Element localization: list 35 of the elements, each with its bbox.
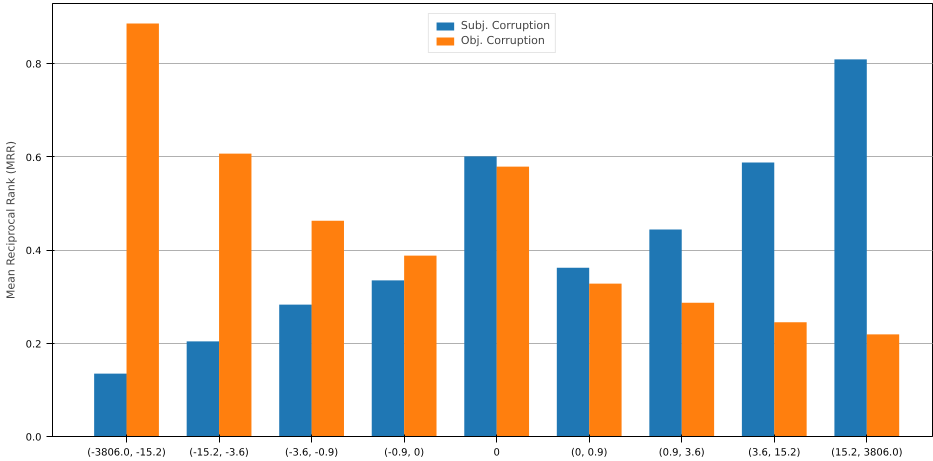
bar (464, 156, 497, 436)
bar (682, 302, 714, 436)
x-tick-label: 0 (493, 448, 500, 458)
y-tick-label: 0.6 (26, 152, 42, 164)
x-tick-label: (0, 0.9) (570, 448, 608, 458)
y-tick-label: 0.8 (26, 60, 42, 71)
bar (834, 59, 867, 436)
x-tick-label: (3.6, 15.2) (748, 448, 801, 458)
y-axis-title: Mean Reciprocal Rank (MRR) (4, 140, 18, 300)
bar (589, 284, 622, 436)
x-tick-label: (-15.2, -3.6) (189, 448, 249, 458)
legend-label: Subj. Corruption (460, 19, 550, 32)
bar (496, 166, 530, 436)
bar (279, 304, 312, 436)
y-tick-label: 0.2 (26, 339, 42, 350)
bar (404, 256, 437, 436)
bar (219, 154, 252, 436)
bar (866, 334, 900, 436)
bar (312, 220, 344, 436)
x-tick-label: (0.9, 3.6) (658, 448, 705, 458)
bar (556, 268, 590, 436)
bar (94, 374, 127, 436)
x-tick-label: (15.2, 3806.0) (831, 448, 903, 458)
bar (186, 341, 220, 436)
bar (126, 24, 159, 436)
bar (774, 322, 807, 436)
bar (372, 280, 404, 436)
bar (649, 230, 682, 436)
legend-label: Obj. Corruption (460, 34, 545, 47)
bar (742, 162, 774, 436)
x-tick-label: (-3806.0, -15.2) (87, 448, 166, 458)
y-tick-label: 0.0 (26, 432, 42, 444)
x-tick-label: (-3.6, -0.9) (285, 448, 338, 458)
y-tick-label: 0.4 (26, 246, 42, 258)
x-tick-label: (-0.9, 0) (384, 448, 424, 458)
